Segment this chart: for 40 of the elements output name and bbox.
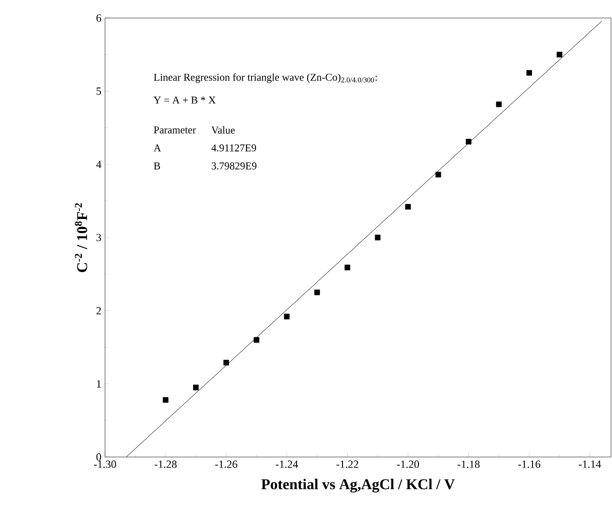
x-tick-label: -1.28: [154, 460, 177, 468]
annotation: Parameter: [154, 126, 196, 134]
point: [162, 397, 168, 403]
point: [496, 102, 502, 108]
annotation: B: [154, 162, 160, 170]
annotation: Value: [211, 126, 235, 134]
x-tick-label: -1.14: [578, 460, 602, 468]
x-tick-label: -1.18: [458, 460, 480, 468]
x-tick-label: -1.20: [396, 460, 419, 468]
point: [466, 138, 472, 144]
point: [526, 70, 532, 76]
x-tick-label: -1.22: [336, 460, 358, 468]
x-tick-label: -1.30: [94, 460, 116, 468]
y-axis-title: C$^{-2}$ / 10$^{8}$F$^{-2}$: [74, 203, 88, 272]
annotation: Y = A + B * X: [154, 96, 216, 104]
annotation: 4.91127E9: [211, 144, 256, 152]
point: [405, 204, 411, 210]
x-tick-label: -1.26: [215, 460, 238, 468]
point: [254, 337, 260, 343]
y-tick-label: 4: [96, 160, 102, 168]
y-tick-label: 6: [96, 14, 102, 22]
y-tick-label: 3: [96, 234, 102, 242]
y-tick-label: 1: [96, 380, 101, 388]
y-tick-label: 2: [96, 307, 101, 314]
x-tick-label: -1.24: [276, 460, 298, 468]
y-tick-label: 5: [96, 88, 102, 95]
annotation: 3.79829E9: [212, 162, 256, 170]
annotation: A: [154, 144, 162, 152]
x-axis-title: Potential vs Ag,AgCl / KCl / V: [261, 478, 455, 492]
point: [374, 234, 380, 240]
point: [223, 360, 229, 366]
point: [193, 384, 199, 390]
point: [344, 264, 350, 270]
y-tick-label: 0: [96, 453, 102, 461]
point: [556, 52, 562, 58]
point: [314, 290, 320, 296]
x-tick-label: -1.16: [518, 460, 540, 468]
point: [436, 172, 442, 178]
annotation: Linear Regression for triangle wave (Zn-Co)$_{2.0/4.0/300}$:: [154, 73, 377, 83]
point: [284, 314, 290, 320]
